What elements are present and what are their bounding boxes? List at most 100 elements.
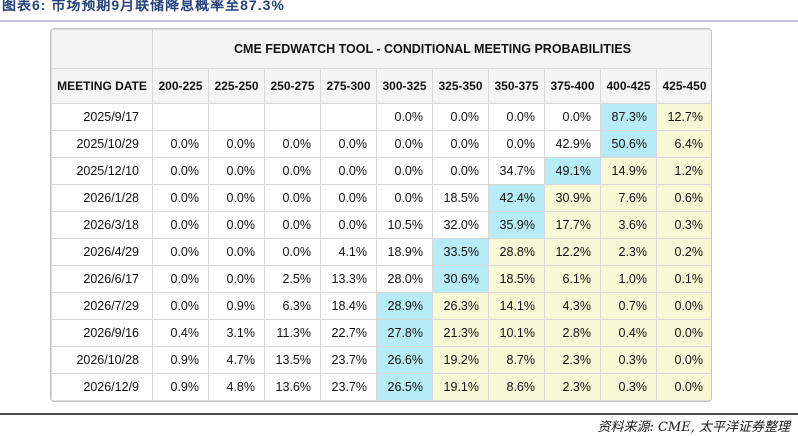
corner-cell	[51, 29, 153, 69]
column-header-row: MEETING DATE 200-225 225-250 250-275 275-30…	[51, 68, 711, 104]
probability-cell: 0.0%	[152, 130, 209, 158]
table-row: 2026/12/9 0.9% 4.8% 13.6% 23.7% 26.5% 19.1% 8.6…	[51, 373, 711, 401]
table-row: 2026/4/29 0.0% 0.0% 0.0% 4.1% 18.9% 33.5% 28.8%…	[51, 238, 711, 266]
probability-cell: 0.0%	[264, 238, 321, 266]
probability-cell: 28.8%	[488, 238, 545, 266]
probability-cell: 0.0%	[656, 373, 711, 401]
probability-cell: 4.3%	[544, 292, 601, 320]
probability-cell: 27.8%	[376, 319, 433, 347]
probability-cell: 13.5%	[264, 346, 321, 374]
probability-cell: 0.0%	[152, 292, 209, 320]
probability-cell: 13.6%	[264, 373, 321, 401]
probability-cell: 0.3%	[600, 346, 657, 374]
probability-cell: 0.6%	[656, 184, 711, 212]
probability-cell: 1.2%	[656, 157, 711, 185]
probability-cell: 33.5%	[432, 238, 489, 266]
probability-cell: 12.7%	[656, 103, 711, 131]
probability-cell	[152, 103, 209, 131]
probability-cell: 35.9%	[488, 211, 545, 239]
probability-cell: 17.7%	[544, 211, 601, 239]
meeting-date-cell: 2026/1/28	[51, 184, 153, 212]
probability-cell: 0.9%	[152, 373, 209, 401]
rate-range-header: 400-425	[600, 68, 657, 104]
probability-cell	[320, 103, 377, 131]
probability-cell: 0.0%	[376, 157, 433, 185]
probability-cell: 0.0%	[376, 103, 433, 131]
probability-cell: 0.0%	[656, 346, 711, 374]
probability-cell: 30.6%	[432, 265, 489, 293]
probability-cell: 0.0%	[208, 130, 265, 158]
rate-range-header: 250-275	[264, 68, 321, 104]
probability-cell: 0.0%	[656, 292, 711, 320]
probability-cell	[264, 103, 321, 131]
meeting-date-cell: 2025/10/29	[51, 130, 153, 158]
probability-cell: 0.9%	[152, 346, 209, 374]
probability-cell: 0.0%	[152, 265, 209, 293]
rate-range-header: 225-250	[208, 68, 265, 104]
probability-cell: 0.0%	[320, 157, 377, 185]
probability-cell: 0.1%	[656, 265, 711, 293]
probability-cell: 0.0%	[264, 211, 321, 239]
probability-cell: 0.0%	[656, 319, 711, 347]
probability-cell: 18.5%	[488, 265, 545, 293]
source-note: 资料来源: CME, 太平洋证券整理	[597, 420, 790, 435]
probability-cell: 0.3%	[656, 211, 711, 239]
probability-cell: 2.3%	[544, 373, 601, 401]
title-divider	[0, 20, 798, 22]
probability-cell: 0.3%	[600, 373, 657, 401]
probability-cell: 18.5%	[432, 184, 489, 212]
probability-cell: 28.9%	[376, 292, 433, 320]
probability-cell: 11.3%	[264, 319, 321, 347]
probability-cell: 0.0%	[208, 265, 265, 293]
probability-cell: 1.0%	[600, 265, 657, 293]
probability-cell: 0.0%	[432, 130, 489, 158]
probability-cell: 0.2%	[656, 238, 711, 266]
table-title-row: CME FEDWATCH TOOL - CONDITIONAL MEETING …	[51, 29, 711, 69]
probability-cell: 14.1%	[488, 292, 545, 320]
probability-cell: 0.0%	[264, 130, 321, 158]
probability-cell: 19.2%	[432, 346, 489, 374]
table-row: 2025/9/17 0.0% 0.0% 0.0% 0.0% 87.3% 12.7%	[51, 103, 711, 131]
probability-cell: 8.6%	[488, 373, 545, 401]
probability-cell: 0.0%	[208, 184, 265, 212]
probability-cell: 4.7%	[208, 346, 265, 374]
probability-cell: 4.1%	[320, 238, 377, 266]
probability-cell: 34.7%	[488, 157, 545, 185]
table-title: CME FEDWATCH TOOL - CONDITIONAL MEETING …	[152, 29, 711, 69]
probability-cell: 8.7%	[488, 346, 545, 374]
probability-cell: 42.4%	[488, 184, 545, 212]
probability-cell: 23.7%	[320, 373, 377, 401]
probability-cell: 0.0%	[488, 103, 545, 131]
probability-cell: 6.1%	[544, 265, 601, 293]
probability-cell: 12.2%	[544, 238, 601, 266]
probability-cell: 7.6%	[600, 184, 657, 212]
table-row: 2026/10/28 0.9% 4.7% 13.5% 23.7% 26.6% 19.2% 8.…	[51, 346, 711, 374]
meeting-date-cell: 2026/10/28	[51, 346, 153, 374]
probability-cell: 0.0%	[152, 238, 209, 266]
probability-cell: 26.6%	[376, 346, 433, 374]
probability-cell: 3.1%	[208, 319, 265, 347]
probability-cell: 0.0%	[544, 103, 601, 131]
probability-cell: 0.0%	[320, 211, 377, 239]
meeting-date-cell: 2025/12/10	[51, 157, 153, 185]
probability-cell: 22.7%	[320, 319, 377, 347]
probability-cell: 0.0%	[376, 130, 433, 158]
rate-range-header: 375-400	[544, 68, 601, 104]
table-row: 2026/9/16 0.4% 3.1% 11.3% 22.7% 27.8% 21.3% 10.…	[51, 319, 711, 347]
probability-cell: 49.1%	[544, 157, 601, 185]
probability-cell: 0.7%	[600, 292, 657, 320]
rate-range-header: 425-450	[656, 68, 711, 104]
probability-cell: 18.4%	[320, 292, 377, 320]
probability-cell	[208, 103, 265, 131]
probability-cell: 2.3%	[600, 238, 657, 266]
probability-cell: 0.0%	[320, 184, 377, 212]
probability-cell: 50.6%	[600, 130, 657, 158]
probability-cell: 0.0%	[208, 157, 265, 185]
probability-cell: 0.0%	[152, 211, 209, 239]
probability-table: CME FEDWATCH TOOL - CONDITIONAL MEETING …	[51, 29, 711, 401]
probability-cell: 0.4%	[600, 319, 657, 347]
probability-cell: 0.0%	[376, 184, 433, 212]
probability-cell: 0.0%	[152, 184, 209, 212]
probability-cell: 0.0%	[264, 184, 321, 212]
probability-cell: 10.5%	[376, 211, 433, 239]
